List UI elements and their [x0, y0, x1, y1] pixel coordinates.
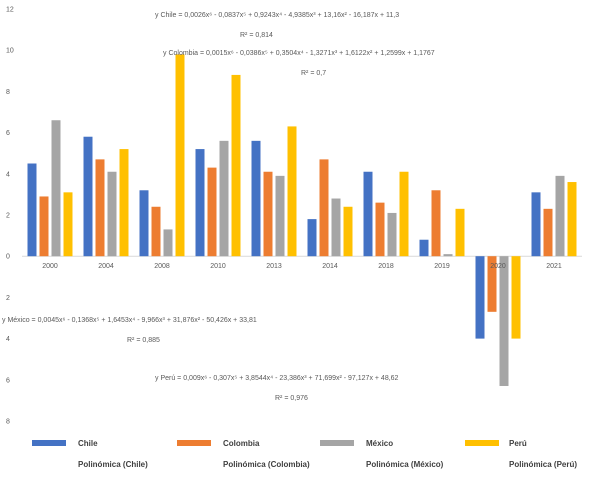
bar-chile-2008: [139, 190, 149, 257]
bar-chile-2013: [251, 140, 261, 257]
legend-label-peru: Perú: [509, 439, 527, 448]
bar-per-2004: [119, 149, 129, 257]
bar-chile-2021: [531, 192, 541, 257]
x-axis-ticks: 2000 2004 2008 2010 2013 2014 2018 2019 2020 2021: [42, 263, 562, 270]
bar-mxico-2000: [51, 120, 61, 257]
y-tick-label: 8: [6, 419, 10, 426]
y-tick-label: 2: [6, 295, 10, 302]
bar-per-2019: [455, 208, 465, 257]
y-tick-label: 8: [6, 89, 10, 96]
bar-chile-2004: [83, 136, 93, 257]
bar-chile-2014: [307, 219, 317, 257]
bar-colombia-2013: [263, 171, 273, 257]
x-tick-label: 2020: [490, 263, 506, 270]
bar-colombia-2021: [543, 208, 553, 257]
equation-colombia: y Colombia = 0,0015x⁶ - 0,0386x⁵ + 0,350…: [163, 50, 435, 57]
y-tick-label: 4: [6, 336, 10, 343]
bar-colombia-2020: [487, 256, 497, 312]
bar-mxico-2013: [275, 175, 285, 257]
x-tick-label: 2013: [266, 263, 282, 270]
bar-mxico-2014: [331, 198, 341, 257]
x-tick-label: 2010: [210, 263, 226, 270]
x-tick-label: 2000: [42, 263, 58, 270]
r2-chile: R² = 0,814: [240, 32, 273, 39]
x-tick-label: 2008: [154, 263, 170, 270]
bar-chile-2010: [195, 149, 205, 257]
bar-per-2014: [343, 206, 353, 257]
x-tick-label: 2018: [378, 263, 394, 270]
y-axis-ticks: 12 10 8 6 4 2 0 2 4 6 8: [6, 7, 14, 426]
bar-mxico-2019: [443, 254, 453, 257]
bar-colombia-2008: [151, 206, 161, 257]
bar-per-2020: [511, 256, 521, 339]
trendline-equations: y Chile = 0,0026x⁶ - 0,0837x⁵ + 0,9243x⁴…: [2, 12, 435, 402]
bar-mxico-2021: [555, 175, 565, 257]
bar-colombia-2014: [319, 159, 329, 257]
bar-colombia-2004: [95, 159, 105, 257]
bar-chile-2019: [419, 239, 429, 257]
bar-mxico-2010: [219, 140, 229, 257]
bar-per-2008: [175, 54, 185, 257]
legend-label-chile: Chile: [78, 439, 98, 448]
legend-trend-colombia: Polinómica (Colombia): [223, 460, 310, 469]
bar-colombia-2018: [375, 202, 385, 257]
bar-mxico-2008: [163, 229, 173, 257]
legend-swatch-mexico: [320, 440, 354, 446]
y-tick-label: 0: [6, 254, 10, 261]
bar-per-2021: [567, 182, 577, 257]
bar-chile-2018: [363, 171, 373, 257]
bar-chile-2020: [475, 256, 485, 339]
bar-colombia-2010: [207, 167, 217, 257]
r2-peru: R² = 0,976: [275, 395, 308, 402]
y-tick-label: 2: [6, 213, 10, 220]
bars-group: [27, 54, 577, 386]
legend-swatch-chile: [32, 440, 66, 446]
equation-chile: y Chile = 0,0026x⁶ - 0,0837x⁵ + 0,9243x⁴…: [155, 12, 399, 19]
y-tick-label: 6: [6, 130, 10, 137]
x-tick-label: 2021: [546, 263, 562, 270]
legend-label-colombia: Colombia: [223, 439, 260, 448]
bar-per-2013: [287, 126, 297, 257]
equation-mexico: y México = 0,0045x⁶ - 0,1368x⁵ + 1,6453x…: [2, 317, 257, 324]
r2-mexico: R² = 0,885: [127, 337, 160, 344]
x-tick-label: 2019: [434, 263, 450, 270]
legend-label-mexico: México: [366, 439, 393, 448]
y-tick-label: 4: [6, 171, 10, 178]
bar-per-2018: [399, 171, 409, 257]
bar-mxico-2018: [387, 212, 397, 257]
bar-colombia-2000: [39, 196, 49, 257]
y-tick-label: 6: [6, 377, 10, 384]
bar-mxico-2004: [107, 171, 117, 257]
legend: Chile Colombia México Perú Polinómica (C…: [32, 439, 577, 469]
bar-mxico-2020: [499, 256, 509, 386]
r2-colombia: R² = 0,7: [301, 70, 326, 77]
legend-trend-mexico: Polinómica (México): [366, 460, 444, 469]
bar-colombia-2019: [431, 190, 441, 257]
x-tick-label: 2014: [322, 263, 338, 270]
bar-per-2000: [63, 192, 73, 257]
equation-peru: y Perú = 0,009x⁶ - 0,307x⁵ + 3,8544x⁴ - …: [155, 375, 399, 382]
legend-swatch-peru: [465, 440, 499, 446]
bar-chile-2000: [27, 163, 37, 257]
legend-trend-peru: Polinómica (Perú): [509, 460, 577, 469]
y-tick-label: 10: [6, 48, 14, 55]
bar-per-2010: [231, 74, 241, 257]
legend-swatch-colombia: [177, 440, 211, 446]
x-tick-label: 2004: [98, 263, 114, 270]
y-tick-label: 12: [6, 7, 14, 14]
legend-trend-chile: Polinómica (Chile): [78, 460, 148, 469]
